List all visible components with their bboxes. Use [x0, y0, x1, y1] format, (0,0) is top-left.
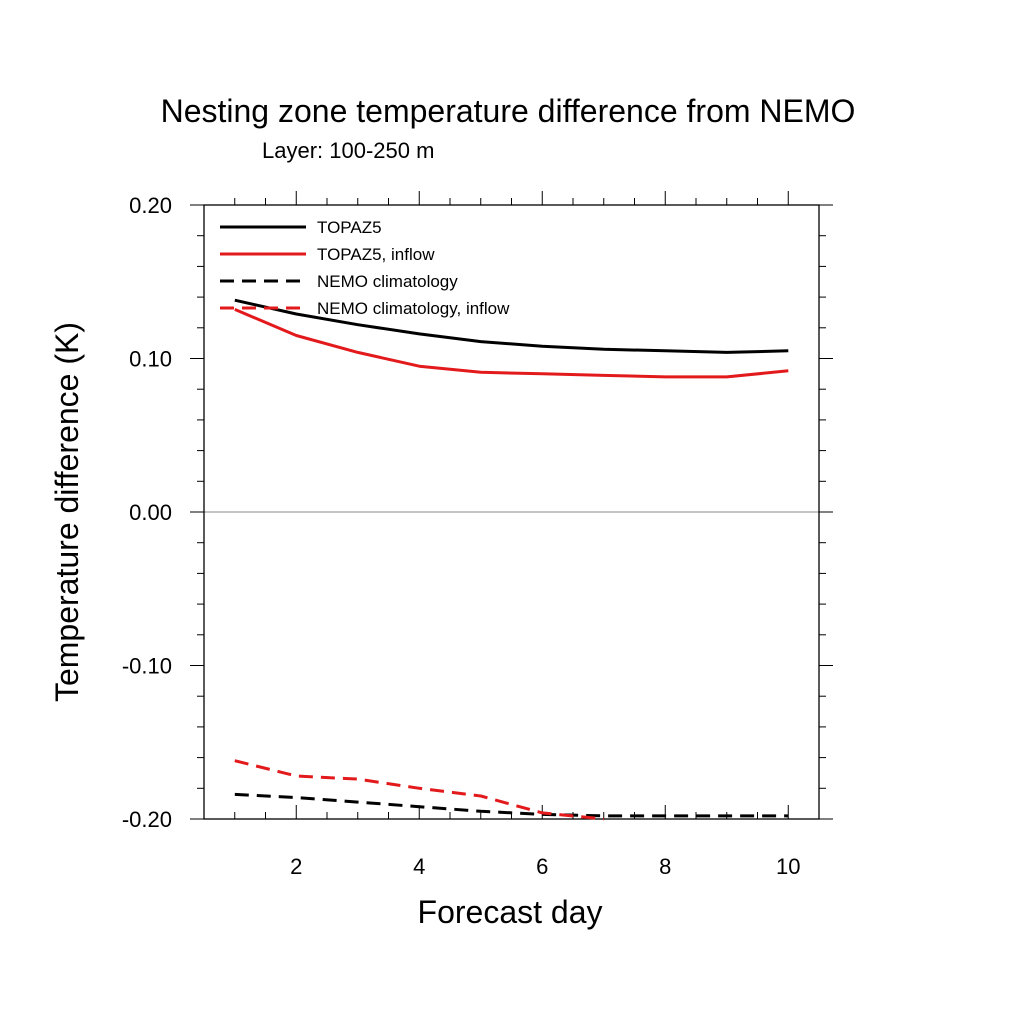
x-tick-label: 2 — [290, 854, 302, 879]
legend: TOPAZ5 TOPAZ5, inflow NEMO climatology NEMO… — [220, 218, 510, 318]
legend-label-4: NEMO climatology, inflow — [317, 299, 510, 318]
x-axis-title: Forecast day — [418, 894, 603, 930]
series-line-2 — [234, 308, 789, 379]
y-tick-label: 0.00 — [129, 500, 172, 525]
y-tick-label: 0.20 — [129, 193, 172, 218]
legend-label-3: NEMO climatology — [317, 272, 458, 291]
chart-title: Nesting zone temperature difference from… — [161, 93, 856, 129]
series-line-3 — [234, 792, 789, 818]
legend-label-2: TOPAZ5, inflow — [317, 245, 435, 264]
legend-label-1: TOPAZ5 — [317, 218, 382, 237]
series-line-4 — [234, 759, 604, 821]
x-tick-label: 8 — [659, 854, 671, 879]
y-tick-label: -0.10 — [122, 654, 172, 679]
y-tick-label: 0.10 — [129, 347, 172, 372]
x-tick-label: 4 — [413, 854, 425, 879]
x-tick-label: 10 — [776, 854, 800, 879]
x-tick-label: 6 — [536, 854, 548, 879]
chart-subtitle: Layer: 100-250 m — [262, 138, 434, 163]
y-tick-label: -0.20 — [122, 807, 172, 832]
y-axis-title: Temperature difference (K) — [49, 322, 85, 702]
series-line-1 — [234, 298, 789, 354]
plot-area: 2 4 6 8 10-0.20-0.100.000.100.20TOPAZ5TOPAZ5… — [122, 191, 833, 879]
